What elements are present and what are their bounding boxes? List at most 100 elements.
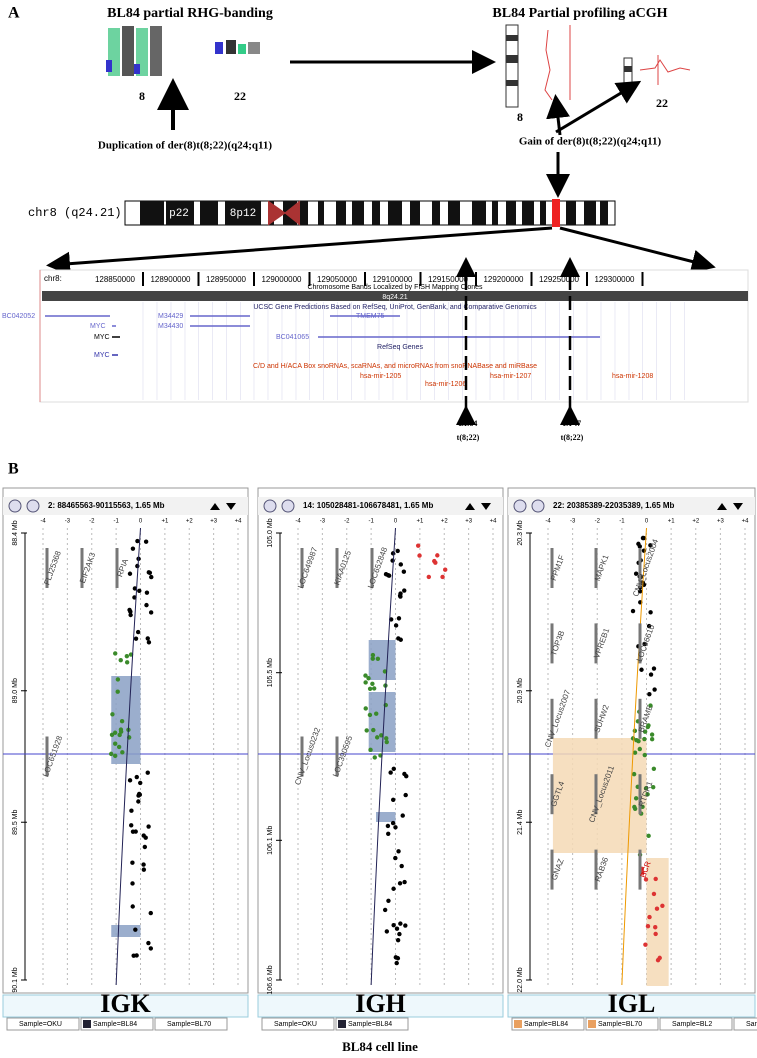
sample-label: Sample=OKU — [274, 1021, 317, 1028]
zoom-in — [263, 499, 277, 513]
dot — [652, 687, 657, 692]
band — [372, 201, 380, 225]
x-tick-label: -3 — [320, 519, 326, 525]
breakpoint-name: LY47 — [563, 419, 581, 428]
sample-entry — [733, 1017, 757, 1031]
sample-entry — [585, 1017, 659, 1031]
dot — [386, 831, 391, 837]
dot — [395, 548, 400, 554]
dot — [144, 590, 150, 595]
dot — [118, 727, 124, 732]
dot — [643, 877, 649, 882]
caption: BL84 cell line — [342, 1039, 418, 1054]
dot — [398, 562, 403, 567]
dot — [648, 610, 653, 615]
scroll-up — [210, 503, 220, 510]
x-tick-label: +4 — [490, 519, 498, 525]
dot — [363, 706, 368, 711]
band-name: 8q24.21 — [382, 294, 407, 301]
dot — [391, 922, 396, 928]
band-label: 8p12 — [230, 208, 256, 220]
dot — [147, 570, 153, 576]
acgh-22 — [623, 55, 691, 87]
dot — [370, 652, 376, 658]
dot — [130, 860, 135, 865]
panel-label: A — [8, 5, 20, 22]
dot — [108, 751, 114, 757]
dot — [375, 656, 381, 661]
dot — [395, 937, 401, 943]
locus-band — [257, 994, 504, 1018]
breakpoint-label: t(8;22) — [457, 433, 480, 442]
dot — [146, 940, 151, 946]
band — [300, 201, 308, 225]
dot — [654, 906, 660, 911]
band — [352, 201, 364, 225]
arrow — [559, 226, 716, 274]
band — [388, 201, 402, 225]
dot — [133, 636, 139, 641]
dot — [388, 770, 393, 775]
region — [376, 812, 396, 822]
dot — [432, 558, 437, 564]
x-tick-label: -2 — [344, 519, 350, 525]
centromere — [267, 200, 301, 226]
locus-name: IGH — [355, 989, 406, 1018]
dot — [116, 744, 122, 750]
dot — [651, 891, 657, 897]
dot — [415, 543, 421, 548]
swatch — [83, 1020, 91, 1028]
dot — [364, 728, 369, 733]
dot — [393, 623, 399, 628]
position-label: 128900000 — [150, 275, 191, 284]
dot — [374, 735, 380, 740]
dot — [632, 750, 638, 755]
right-title: BL84 Partial profiling aCGH — [492, 6, 667, 21]
band — [566, 201, 576, 225]
swatch — [338, 1020, 346, 1028]
left-caption: Duplication of der(8)t(8;22)(q24;q11) — [98, 140, 272, 152]
sample-label: Sample=BL2 — [672, 1021, 712, 1028]
y-tick-label: 88.4 Mb — [12, 520, 19, 545]
dot — [440, 574, 445, 580]
band — [600, 201, 608, 225]
band-track: Chromosome Bands Localized by FISH Mappi… — [307, 284, 483, 291]
dot — [143, 539, 149, 544]
dot — [404, 773, 409, 779]
x-tick-label: +2 — [441, 519, 449, 525]
gene-label: M34430 — [158, 323, 183, 330]
dot — [127, 571, 133, 576]
dot — [109, 732, 115, 738]
mirna-label: hsa-mir-1208 — [612, 373, 653, 380]
dot — [390, 820, 396, 826]
dot — [113, 651, 118, 656]
band — [540, 201, 546, 225]
dot — [649, 732, 655, 737]
arrow — [555, 80, 642, 134]
gene-label: MYC — [90, 323, 106, 330]
locus-band — [2, 994, 249, 1018]
dot — [633, 571, 639, 576]
dot — [149, 574, 154, 580]
plot-header: 14: 105028481-106678481, 1.65 Mb — [303, 501, 433, 510]
dot — [636, 541, 641, 547]
dot — [636, 738, 641, 744]
x-tick-label: -4 — [545, 519, 551, 525]
dot — [648, 543, 653, 548]
arrow — [46, 226, 553, 276]
dot — [645, 792, 650, 797]
plot: 2: 88465563-90115563, 1.65 Mb -4 -3 -2 -1 0 +1… — [2, 487, 249, 1031]
dot — [395, 956, 401, 961]
y-tick-label: 89.0 Mb — [12, 678, 19, 703]
y-tick-label: 22.0 Mb — [517, 967, 524, 992]
toolbar — [508, 497, 755, 515]
dot — [130, 881, 135, 886]
band — [225, 201, 261, 225]
band — [492, 201, 498, 225]
dot — [148, 946, 154, 951]
sample-entry — [80, 1017, 154, 1031]
plot-header: 22: 20385389-22035389, 1.65 Mb — [553, 501, 675, 510]
dot — [403, 923, 408, 928]
dot — [382, 669, 388, 674]
